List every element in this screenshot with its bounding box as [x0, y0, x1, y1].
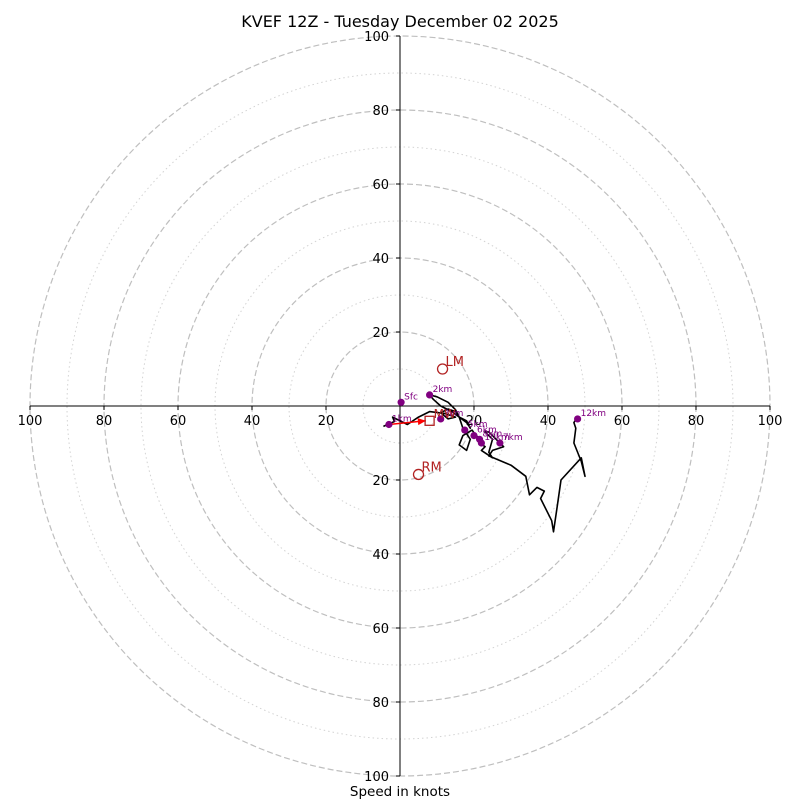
x-tick-label: 100	[758, 414, 783, 429]
storm-motion-markers: LM RM MW	[412, 355, 464, 481]
height-label: 5km	[468, 420, 488, 430]
axes	[30, 36, 770, 776]
height-label: 8km	[483, 429, 503, 439]
height-marker	[477, 439, 485, 447]
height-marker	[397, 398, 405, 406]
x-tick-label: 20	[466, 414, 483, 429]
tick-labels: 100 80 60 40 20 20 40 60 80 100 100 80 60 40 20 20 40 60 8…	[18, 30, 783, 785]
height-label: 2km	[433, 385, 453, 395]
height-marker	[461, 426, 469, 434]
storm-motion-label: LM	[446, 355, 464, 370]
mean-wind-label: MW	[434, 407, 456, 421]
x-axis-label: Speed in knots	[350, 784, 450, 800]
y-tick-label: 60	[372, 178, 389, 193]
y-tick-label: 100	[364, 30, 389, 45]
height-marker	[426, 391, 434, 399]
x-tick-label: 80	[96, 414, 113, 429]
chart-title: KVEF 12Z - Tuesday December 02 2025	[241, 12, 559, 31]
y-tick-label: 80	[372, 696, 389, 711]
height-label: 10km	[484, 433, 509, 443]
height-label: 7km	[503, 433, 523, 443]
height-marker	[496, 439, 504, 447]
height-label: 1km	[392, 415, 412, 425]
x-tick-label: 40	[244, 414, 261, 429]
x-tick-label: 40	[540, 414, 557, 429]
storm-motion-label: RM	[422, 460, 442, 475]
height-label: 12km	[581, 409, 606, 419]
storm-motion-marker	[436, 363, 449, 375]
height-marker	[437, 415, 445, 423]
x-tick-label: 60	[614, 414, 631, 429]
height-marker	[574, 415, 582, 423]
height-marker	[385, 420, 393, 429]
height-label: Sfc	[404, 392, 418, 402]
x-tick-label: 60	[170, 414, 187, 429]
storm-motion-marker	[412, 468, 425, 481]
mean-wind-marker	[424, 415, 435, 426]
y-tick-label: 40	[372, 252, 389, 267]
y-tick-label: 60	[372, 622, 389, 637]
height-marker	[470, 432, 478, 440]
y-tick-label: 80	[372, 104, 389, 119]
x-tick-label: 100	[18, 414, 43, 429]
y-tick-label: 40	[372, 548, 389, 563]
y-tick-label: 100	[364, 770, 389, 785]
height-label: 6km	[477, 426, 497, 436]
y-tick-label: 20	[372, 326, 389, 341]
x-tick-label: 80	[688, 414, 705, 429]
y-tick-label: 20	[372, 474, 389, 489]
shear-vector-arrowhead	[417, 418, 426, 426]
x-tick-label: 20	[318, 414, 335, 429]
height-label: 3km	[444, 409, 464, 419]
